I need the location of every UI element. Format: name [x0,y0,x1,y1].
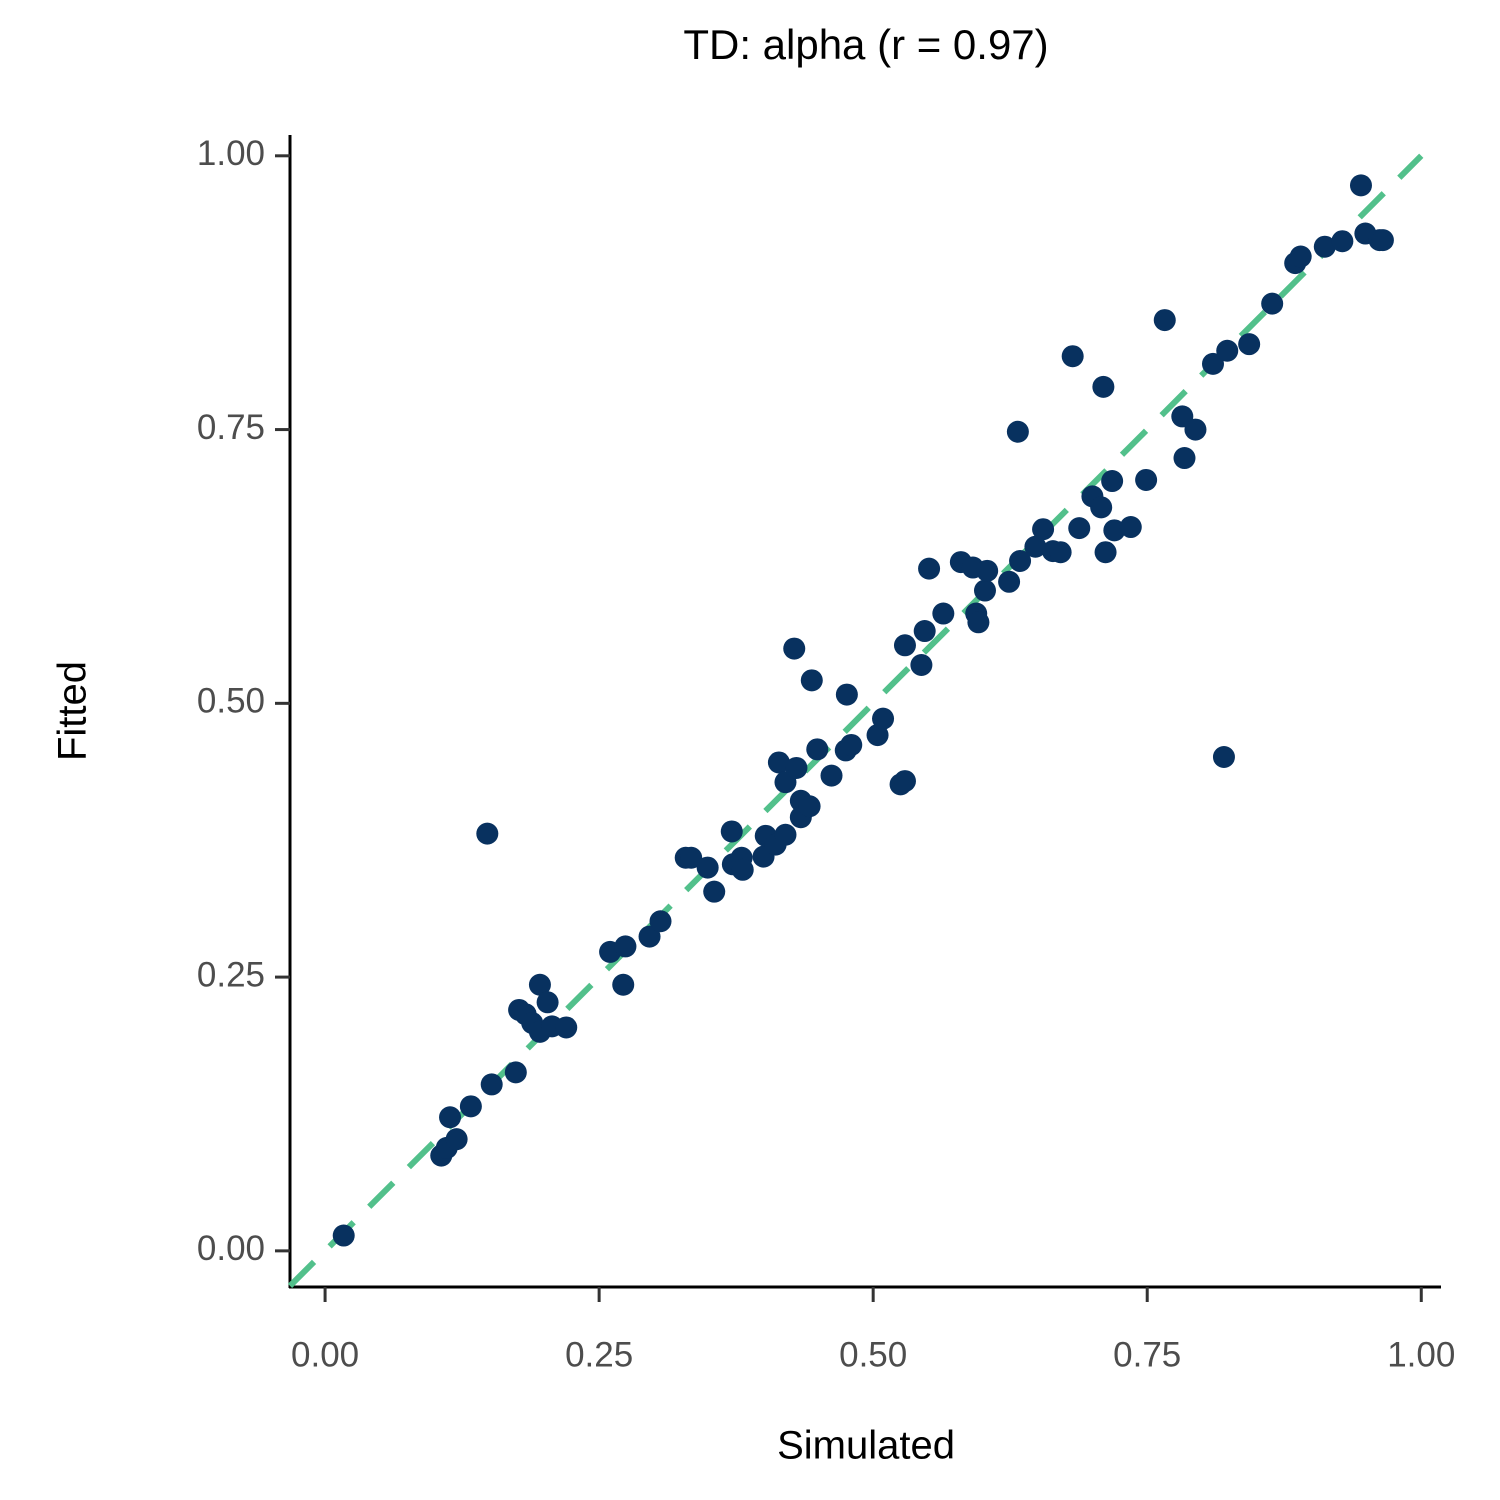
point [785,756,808,779]
point [476,822,499,845]
point [998,570,1021,593]
x-tick-label: 0.50 [839,1335,907,1374]
point [696,856,719,879]
y-tick-label: 1.00 [197,134,265,173]
point [973,579,996,602]
point [800,669,823,692]
point [798,795,821,818]
point [445,1128,468,1151]
point [1009,549,1032,572]
x-tick-label: 0.00 [291,1335,359,1374]
point [774,823,797,846]
point [767,751,790,774]
point [783,637,806,660]
x-tick-label: 1.00 [1387,1335,1455,1374]
point [893,770,916,793]
point [638,925,661,948]
point [459,1095,482,1118]
point [1068,517,1091,540]
point [536,991,559,1014]
y-tick-label: 0.75 [197,408,265,447]
point [528,973,551,996]
point [967,611,990,634]
point [1032,518,1055,541]
point [1101,470,1124,493]
point [720,820,743,843]
point [649,910,672,933]
point [1331,230,1354,253]
point [1006,420,1029,443]
point [555,1016,578,1039]
point [614,935,637,958]
point [1212,745,1235,768]
point [1024,535,1047,558]
y-axis-label: Fitted [51,661,95,761]
point [504,1061,527,1084]
point [1184,418,1207,441]
point [439,1106,462,1129]
point [1289,245,1312,268]
y-tick-label: 0.25 [197,955,265,994]
point [1313,235,1336,258]
point [1094,541,1117,564]
point [680,846,703,869]
x-tick-label: 0.75 [1113,1335,1181,1374]
point [1090,496,1113,519]
point [820,764,843,787]
y-tick-label: 0.00 [197,1229,265,1268]
point [1349,174,1372,197]
point [872,707,895,730]
point [910,654,933,677]
reference-line [287,153,1424,1289]
point [913,620,936,643]
point [1061,345,1084,368]
x-axis-label: Simulated [777,1424,955,1468]
point [1238,333,1261,356]
point [1216,339,1239,362]
point [1261,292,1284,315]
chart-title: TD: alpha (r = 0.97) [683,21,1048,68]
x-tick-label: 0.25 [565,1335,633,1374]
point [1153,309,1176,332]
point [703,880,726,903]
point [835,683,858,706]
point [1103,519,1126,542]
y-tick-label: 0.50 [197,682,265,721]
point [480,1073,503,1096]
point [612,973,635,996]
point [332,1224,355,1247]
point [932,602,955,625]
point [1049,541,1072,564]
point [840,733,863,756]
point [1173,447,1196,470]
point [1135,468,1158,491]
point [806,738,829,761]
point [976,559,999,582]
point [1371,229,1394,252]
point [1092,375,1115,398]
point [1119,516,1142,539]
point [893,634,916,657]
point [918,557,941,580]
point [731,858,754,881]
point [1201,352,1224,375]
